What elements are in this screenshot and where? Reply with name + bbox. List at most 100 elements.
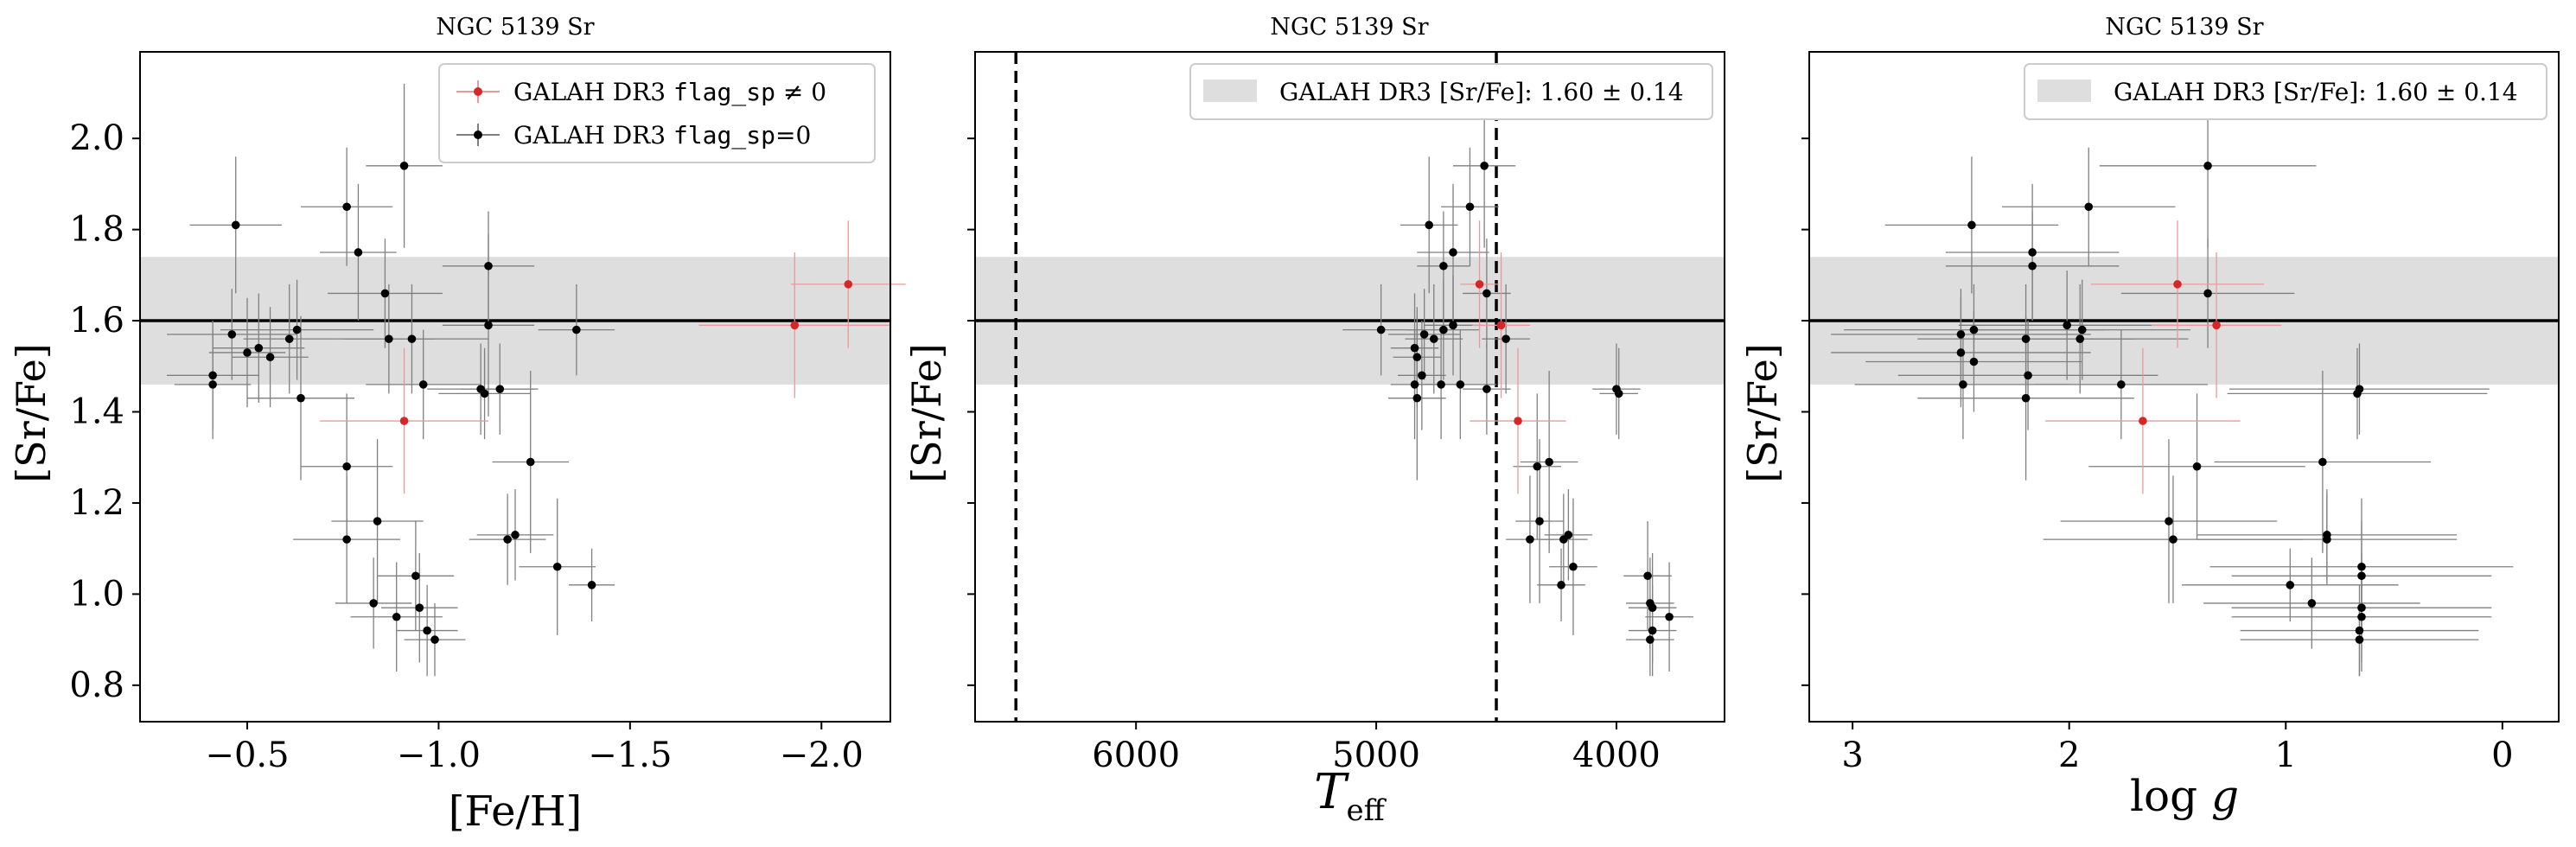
- star-point: [373, 517, 382, 525]
- x-tick-label: 0: [2491, 736, 2513, 775]
- x-tick-label: −1.5: [588, 736, 672, 775]
- star-point: [495, 385, 505, 393]
- x-tick-label: −2.0: [780, 736, 864, 775]
- star-point: [392, 612, 401, 621]
- x-tick-label: 6000: [1092, 736, 1180, 775]
- star-point: [503, 535, 512, 544]
- panel-teff: NGC 5139 Sr 6000 5000 4000 Teff [Sr/Fe] GA…: [903, 14, 1725, 828]
- star-point: [2169, 535, 2177, 544]
- star-point: [511, 531, 520, 539]
- star-point: [243, 348, 252, 357]
- star-point: [1969, 325, 1979, 334]
- y-tick-label: 0.8: [69, 666, 124, 705]
- star-point: [2192, 462, 2202, 471]
- star-point: [1969, 357, 1979, 366]
- star-point: [1465, 202, 1475, 212]
- y-tick-label: 2.0: [69, 118, 124, 158]
- y-ticks: [1801, 137, 1809, 686]
- star-point: [342, 462, 351, 471]
- panel-title: NGC 5139 Sr: [436, 14, 594, 41]
- star-point: [411, 571, 420, 581]
- star-point: [1535, 517, 1544, 525]
- star-point: [2357, 603, 2366, 612]
- legend-label: GALAH DR3 [Sr/Fe]: 1.60 ± 0.14: [2114, 78, 2518, 106]
- y-tick-label: 1.6: [69, 301, 124, 341]
- x-tick-label: 3: [1841, 736, 1863, 775]
- x-ticks: 6000 5000 4000: [1092, 722, 1661, 775]
- star-point: [415, 603, 424, 612]
- star-point: [1533, 462, 1542, 471]
- axes-frame: [1808, 51, 2560, 723]
- star-point: [265, 353, 275, 362]
- legend: GALAH DR3 [Sr/Fe]: 1.60 ± 0.14: [2024, 63, 2547, 120]
- star-point: [1646, 599, 1655, 608]
- flagged-star-point: [1475, 280, 1484, 289]
- star-point: [2203, 289, 2212, 298]
- star-point: [2323, 531, 2331, 539]
- star-point: [1526, 535, 1534, 544]
- flagged-star-point: [1514, 417, 1522, 425]
- axes-frame: [139, 51, 891, 723]
- star-point: [484, 261, 493, 271]
- star-point: [2357, 612, 2366, 621]
- legend-entry-flag-nonzero: GALAH DR3 flag_sp ≠ 0: [456, 78, 826, 107]
- star-point: [1456, 380, 1465, 389]
- legend-band-swatch: [2037, 80, 2091, 102]
- star-point: [2357, 571, 2366, 581]
- star-point: [2203, 162, 2212, 170]
- y-axis-label: [Sr/Fe]: [903, 343, 950, 483]
- data-points: [1956, 162, 2366, 644]
- y-axis-label: [Sr/Fe]: [1739, 343, 1786, 483]
- star-point: [208, 380, 217, 389]
- flagged-star-point: [844, 280, 853, 289]
- star-point: [1410, 343, 1419, 353]
- x-ticks: 3 2 1 0: [1841, 722, 2514, 775]
- star-point: [1439, 261, 1448, 271]
- legend-label: GALAH DR3 [Sr/Fe]: 1.60 ± 0.14: [1279, 78, 1684, 106]
- axes-frame: [974, 51, 1725, 723]
- legend: GALAH DR3 flag_sp ≠ 0 GALAH DR3 flag_sp=…: [438, 63, 876, 163]
- panel-title: NGC 5139 Sr: [2105, 14, 2263, 41]
- legend-box: [2024, 63, 2547, 120]
- star-point: [2021, 393, 2031, 403]
- star-point: [1646, 635, 1655, 644]
- star-point: [2117, 380, 2126, 389]
- star-point: [2286, 581, 2295, 589]
- star-point: [342, 535, 351, 544]
- star-point: [2353, 389, 2362, 398]
- star-point: [369, 599, 378, 608]
- star-point: [385, 334, 393, 343]
- star-point: [1412, 393, 1422, 403]
- star-point: [1569, 562, 1578, 571]
- star-point: [292, 325, 302, 334]
- star-point: [1482, 289, 1491, 298]
- star-point: [1449, 248, 1457, 257]
- star-point: [1564, 531, 1573, 539]
- y-ticks: 0.8 1.0 1.2 1.4 1.6 1.8 2.0: [69, 118, 140, 705]
- star-point: [1482, 385, 1491, 393]
- y-tick-label: 1.2: [69, 483, 124, 523]
- star-point: [2028, 248, 2037, 257]
- y-ticks: [967, 137, 975, 686]
- flagged-star-point: [399, 417, 409, 425]
- star-point: [430, 635, 439, 644]
- star-point: [1437, 380, 1445, 389]
- star-point: [284, 334, 294, 343]
- star-point: [2063, 321, 2071, 330]
- star-point: [587, 581, 596, 589]
- star-point: [1410, 380, 1419, 389]
- legend-entry-flag-zero: GALAH DR3 flag_sp=0: [456, 121, 811, 150]
- star-point: [1545, 457, 1553, 467]
- star-point: [399, 162, 409, 170]
- y-tick-label: 1.0: [69, 574, 124, 614]
- star-point: [2355, 635, 2364, 644]
- star-point: [231, 220, 240, 230]
- star-point: [2077, 325, 2087, 334]
- x-ticks: −0.5 −1.0 −1.5 −2.0: [205, 722, 864, 775]
- legend: GALAH DR3 [Sr/Fe]: 1.60 ± 0.14: [1189, 63, 1713, 120]
- star-point: [2028, 261, 2037, 271]
- x-axis-label: log g: [2130, 771, 2239, 821]
- star-point: [1418, 371, 1426, 380]
- x-tick-label: 2: [2058, 736, 2080, 775]
- star-point: [2357, 562, 2366, 571]
